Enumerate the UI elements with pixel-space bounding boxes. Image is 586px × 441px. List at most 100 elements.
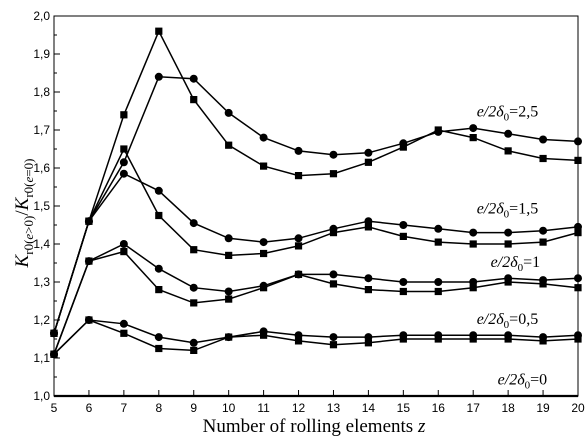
data-point-circle	[189, 338, 198, 347]
data-point-circle	[119, 169, 128, 178]
data-point-square	[399, 335, 407, 343]
annotation-subscript: 0	[504, 209, 510, 221]
x-tick-label: 19	[536, 401, 550, 415]
y-tick-label: 1,2	[33, 313, 50, 327]
data-point-square	[504, 335, 512, 343]
data-point-circle	[189, 283, 198, 292]
y-tick-label: 1,5	[33, 199, 50, 213]
x-axis-ticks: 5 6 7 8 9 10 11 12 13 14 15 16 17 18 19 20	[51, 390, 585, 415]
data-point-circle	[329, 270, 338, 279]
data-point-square	[294, 337, 303, 345]
data-point-circle	[574, 137, 582, 146]
data-point-square	[260, 331, 268, 339]
y-axis-title-k1: K	[12, 253, 33, 268]
data-point-square	[294, 172, 303, 180]
data-point-square	[155, 27, 163, 35]
y-tick-label: 1,6	[33, 161, 50, 175]
data-point-square	[539, 238, 547, 246]
data-point-square	[85, 257, 93, 265]
data-point-circle	[154, 264, 163, 273]
series-annotation: e/2δ0=1,5	[477, 201, 539, 221]
data-point-circle	[469, 228, 478, 237]
data-point-square	[260, 162, 268, 170]
data-point-square	[364, 339, 372, 347]
data-point-circle	[504, 129, 513, 138]
y-tick-label: 2,0	[33, 9, 50, 23]
data-point-square	[434, 335, 442, 343]
series-annotation: e/2δ0=2,5	[477, 104, 539, 124]
data-point-circle	[574, 274, 582, 283]
data-point-square	[155, 211, 163, 220]
data-point-circle	[224, 108, 233, 117]
data-point-square	[329, 229, 338, 237]
data-point-circle	[539, 135, 548, 144]
data-point-square	[120, 145, 128, 153]
data-point-circle	[469, 278, 478, 286]
data-point-square	[574, 335, 582, 343]
x-tick-label: 17	[467, 401, 481, 415]
y-tick-label: 1,7	[33, 123, 50, 137]
x-tick-label: 8	[155, 401, 162, 415]
data-point-square	[399, 287, 407, 296]
data-point-circle	[364, 217, 373, 226]
data-point-circle	[434, 278, 443, 286]
data-point-square	[190, 299, 198, 307]
x-tick-label: 6	[86, 401, 93, 415]
data-point-circle	[329, 150, 338, 159]
data-point-square	[50, 350, 58, 358]
data-point-square	[364, 223, 372, 231]
x-axis-title-text: Number of rolling elements	[203, 416, 418, 437]
annotation-value: =0,5	[509, 311, 538, 328]
data-point-circle	[399, 221, 408, 229]
x-tick-label: 9	[190, 401, 197, 415]
annotation-prefix: e/2δ	[477, 311, 505, 328]
data-point-circle	[504, 228, 513, 237]
series-line	[53, 319, 579, 355]
x-tick-label: 20	[571, 401, 585, 415]
annotation-value: =0	[530, 372, 547, 389]
data-point-square	[120, 248, 128, 256]
data-point-square	[294, 242, 303, 250]
series-e-2-0-2-5-square	[50, 27, 582, 337]
data-point-square	[190, 246, 198, 254]
series-line	[53, 250, 579, 355]
data-point-square	[190, 346, 198, 354]
annotation-prefix: e/2δ	[477, 201, 505, 218]
data-point-square	[434, 126, 442, 134]
data-point-circle	[119, 319, 128, 328]
data-point-square	[574, 284, 582, 292]
x-tick-label: 13	[327, 401, 341, 415]
data-point-square	[434, 287, 442, 296]
data-point-square	[364, 158, 372, 166]
series-annotation: e/2δ0=0	[498, 372, 548, 392]
data-point-square	[504, 278, 512, 286]
data-point-square	[434, 238, 442, 246]
y-axis-title-k2: K	[12, 196, 33, 211]
x-tick-label: 18	[501, 401, 515, 415]
data-point-circle	[574, 222, 582, 231]
data-point-circle	[364, 333, 373, 342]
data-point-circle	[224, 234, 233, 243]
annotation-subscript: 0	[518, 262, 524, 274]
data-point-square	[399, 143, 407, 151]
data-point-square	[469, 134, 477, 142]
series-annotation: e/2δ0=1	[491, 254, 541, 274]
annotation-subscript: 0	[504, 112, 510, 124]
data-point-square	[539, 280, 547, 288]
x-tick-label: 10	[222, 401, 236, 415]
data-point-circle	[154, 72, 163, 81]
x-tick-label: 14	[362, 401, 376, 415]
series-e-2-0-0-5-square	[50, 316, 582, 358]
data-point-square	[469, 240, 477, 248]
y-axis-title-sub2: r0(	[21, 183, 36, 198]
series-line	[53, 319, 579, 355]
annotation-prefix: e/2δ	[477, 104, 505, 121]
data-point-square	[225, 295, 233, 303]
data-point-circle	[364, 274, 373, 283]
data-point-square	[155, 344, 163, 353]
data-point-circle	[329, 333, 338, 342]
series-layer	[50, 27, 582, 398]
data-point-square	[260, 284, 268, 292]
data-point-circle	[224, 287, 233, 296]
data-point-circle	[189, 219, 198, 228]
